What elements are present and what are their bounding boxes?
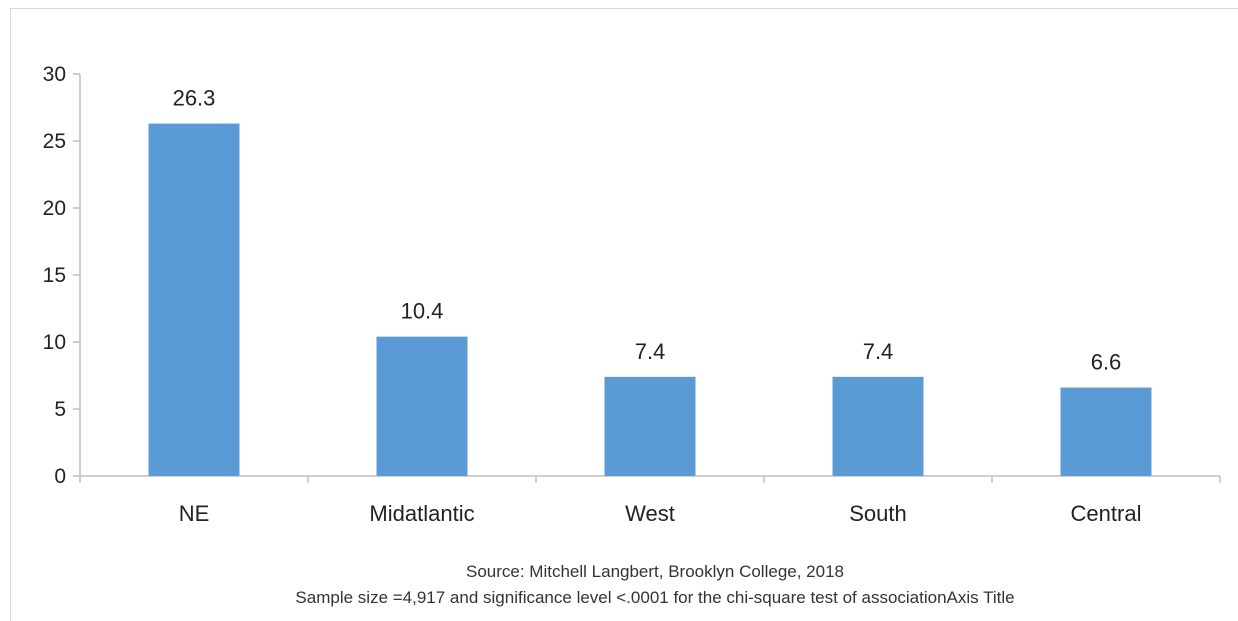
y-tick-label: 5 bbox=[54, 398, 66, 421]
y-tick-label: 25 bbox=[43, 130, 66, 153]
y-tick-label: 30 bbox=[43, 63, 66, 86]
data-label: 7.4 bbox=[635, 339, 666, 364]
bars bbox=[148, 123, 1152, 476]
data-label: 7.4 bbox=[863, 339, 894, 364]
category-label: Midatlantic bbox=[369, 501, 474, 526]
data-label: 6.6 bbox=[1091, 350, 1122, 375]
bar-ne bbox=[148, 123, 240, 476]
chart-frame bbox=[10, 8, 1238, 621]
y-tick-label: 0 bbox=[54, 465, 66, 488]
y-tick-label: 15 bbox=[43, 264, 66, 287]
bar-west bbox=[604, 376, 696, 476]
data-label: 10.4 bbox=[401, 299, 444, 324]
data-labels: 26.3 10.4 7.4 7.4 6.6 bbox=[173, 86, 1122, 375]
y-tick-label: 10 bbox=[43, 331, 66, 354]
category-label: NE bbox=[179, 501, 210, 526]
y-tick-label: 20 bbox=[43, 197, 66, 220]
y-axis: 0 5 10 15 20 25 30 bbox=[43, 63, 81, 488]
category-label: West bbox=[625, 501, 675, 526]
bar-south bbox=[832, 376, 924, 476]
sample-size-caption: Sample size =4,917 and significance leve… bbox=[295, 588, 1014, 607]
category-label: South bbox=[849, 501, 907, 526]
category-label: Central bbox=[1071, 501, 1142, 526]
bar-midatlantic bbox=[376, 336, 468, 476]
bar-central bbox=[1060, 387, 1152, 476]
source-caption: Source: Mitchell Langbert, Brooklyn Coll… bbox=[466, 562, 844, 581]
data-label: 26.3 bbox=[173, 86, 216, 111]
category-labels: NE Midatlantic West South Central bbox=[179, 501, 1142, 526]
x-axis bbox=[79, 475, 1221, 483]
